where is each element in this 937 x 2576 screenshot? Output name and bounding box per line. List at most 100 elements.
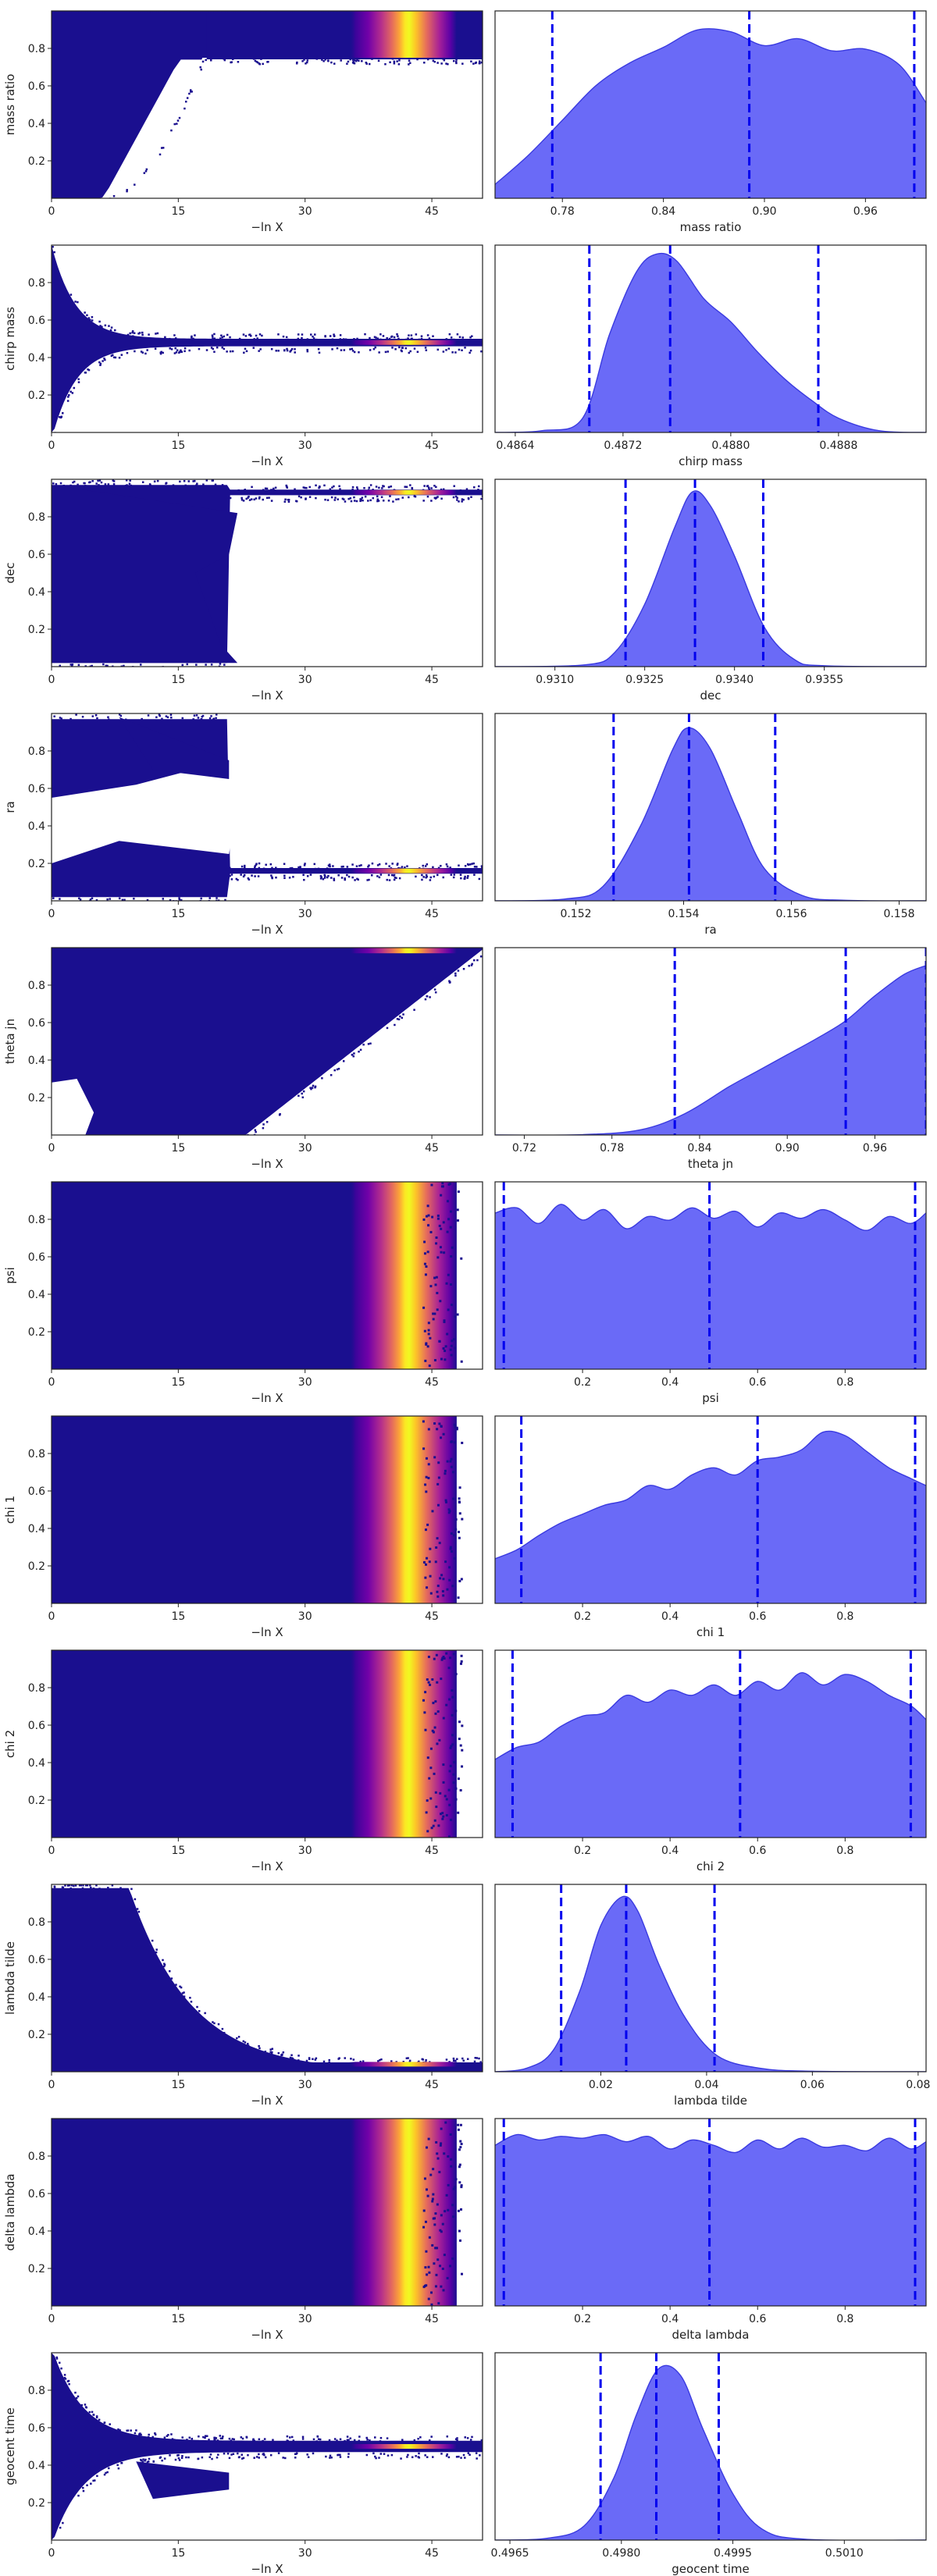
trace-ytick-label: 0.2	[28, 2497, 45, 2510]
trace-panel-ra: 0 15 30 45 0.2 0.4 0.6 0.8 −ln X ra	[3, 713, 483, 937]
trace-ytick-label: 0.2	[28, 858, 45, 870]
marginal-xtick-label: 0.6	[749, 2313, 766, 2325]
marginal-axes-frame	[494, 2352, 927, 2541]
trace-xlabel: −ln X	[251, 2562, 283, 2576]
trace-xtick-label: 45	[425, 2313, 439, 2325]
trace-xtick-label: 30	[298, 908, 312, 920]
marginal-xtick-label: 0.158	[883, 908, 914, 920]
trace-ytick-label: 0.6	[28, 549, 45, 561]
trace-axes-frame	[51, 2352, 483, 2541]
trace-ytick-label: 0.8	[28, 745, 45, 758]
trace-xlabel: −ln X	[251, 688, 283, 703]
marginal-panel-ra: 0.152 0.154 0.156 0.158 ra	[494, 713, 927, 937]
marginal-xtick-label: 0.78	[600, 1142, 624, 1155]
trace-ytick-label: 0.8	[28, 1916, 45, 1929]
trace-ytick-label: 0.2	[28, 1326, 45, 1339]
trace-ylabel: psi	[3, 1267, 17, 1284]
posterior-density-area	[495, 965, 926, 1135]
marginal-xtick-label: 0.2	[574, 2313, 591, 2325]
trace-ylabel: ra	[3, 801, 17, 813]
trace-points-geocent-time	[52, 2353, 483, 2540]
trace-axes-frame	[51, 1415, 483, 1604]
trace-ytick-label: 0.2	[28, 1560, 45, 1573]
marginal-xtick-label: 0.96	[853, 205, 878, 218]
marginal-xlabel: chi 1	[697, 1625, 725, 1639]
marginal-xtick-label: 0.72	[512, 1142, 536, 1155]
trace-density-band	[348, 2444, 457, 2449]
marginal-xtick-label: 0.02	[589, 2079, 613, 2091]
trace-ytick-label: 0.4	[28, 352, 45, 365]
trace-xtick-label: 45	[425, 908, 439, 920]
posterior-density-area	[495, 2134, 926, 2306]
trace-xtick-label: 15	[171, 2079, 185, 2091]
trace-xlabel: −ln X	[251, 1625, 283, 1639]
marginal-xtick-label: 0.4888	[819, 439, 857, 452]
trace-axes-frame	[51, 479, 483, 667]
marginal-xtick-label: 0.8	[836, 2313, 853, 2325]
marginal-axes-frame	[494, 1649, 927, 1838]
trace-xtick-label: 15	[171, 1142, 185, 1155]
trace-ylabel: chi 2	[3, 1730, 17, 1758]
marginal-xtick-label: 0.4872	[604, 439, 642, 452]
marginal-axes-frame	[494, 10, 927, 199]
marginal-xtick-label: 0.4995	[714, 2547, 752, 2560]
trace-panel-theta-jn: 0 15 30 45 0.2 0.4 0.6 0.8 −ln X theta jn	[3, 947, 483, 1171]
trace-points-mass-ratio	[52, 11, 483, 198]
posterior-density-area	[495, 1672, 926, 1838]
trace-ytick-label: 0.2	[28, 624, 45, 636]
trace-xtick-label: 30	[298, 2313, 312, 2325]
trace-ytick-label: 0.2	[28, 155, 45, 168]
trace-ytick-label: 0.6	[28, 1485, 45, 1498]
posterior-density-line	[495, 1430, 926, 1560]
trace-ytick-label: 0.2	[28, 2263, 45, 2275]
trace-points-psi	[52, 1182, 463, 1369]
trace-xlabel: −ln X	[251, 2094, 283, 2108]
trace-panel-delta-lambda: 0 15 30 45 0.2 0.4 0.6 0.8 −ln X delta lambda	[3, 2118, 483, 2342]
marginal-xtick-label: 0.9310	[536, 674, 574, 686]
trace-axes-frame	[51, 1181, 483, 1370]
marginal-xtick-label: 0.4965	[491, 2547, 529, 2560]
marginal-xtick-label: 0.06	[800, 2079, 825, 2091]
marginal-panel-lambda-tilde: 0.02 0.04 0.06 0.08 lambda tilde	[494, 1884, 930, 2108]
trace-density-band	[348, 489, 457, 495]
trace-xtick-label: 0	[48, 439, 55, 452]
marginal-axes-frame	[494, 947, 927, 1136]
trace-xtick-label: 15	[171, 908, 185, 920]
posterior-density-area	[495, 2365, 926, 2540]
trace-density-band	[348, 11, 457, 58]
trace-cloud	[52, 1888, 483, 2072]
marginal-axes-frame	[494, 1415, 927, 1604]
marginal-axes-frame	[494, 1181, 927, 1370]
marginal-xtick-label: 0.6	[749, 1845, 766, 1857]
trace-panel-geocent-time: 0 15 30 45 0.2 0.4 0.6 0.8 −ln X geocent time	[3, 2352, 483, 2576]
trace-xtick-label: 0	[48, 674, 55, 686]
trace-ytick-label: 0.6	[28, 315, 45, 327]
marginal-axes-frame	[494, 1884, 927, 2073]
trace-ytick-label: 0.8	[28, 2385, 45, 2397]
marginal-axes-frame	[494, 713, 927, 902]
trace-points-chi-2	[52, 1650, 464, 1838]
marginal-panel-geocent-time: 0.4965 0.4980 0.4995 0.5010 geocent time	[491, 2352, 927, 2576]
posterior-density-area	[495, 728, 926, 901]
trace-xtick-label: 30	[298, 674, 312, 686]
trace-ytick-label: 0.4	[28, 118, 45, 130]
trace-xtick-label: 0	[48, 1610, 55, 1623]
marginal-xlabel: delta lambda	[672, 2328, 750, 2342]
trace-xtick-label: 45	[425, 1376, 439, 1389]
trace-xtick-label: 30	[298, 439, 312, 452]
trace-density-band	[348, 2062, 457, 2067]
trace-ylabel: chi 1	[3, 1496, 17, 1524]
trace-xtick-label: 30	[298, 1376, 312, 1389]
posterior-density-line	[495, 1204, 926, 1231]
trace-xtick-label: 0	[48, 1142, 55, 1155]
marginal-xlabel: dec	[700, 688, 721, 703]
marginal-xtick-label: 0.90	[752, 205, 776, 218]
marginal-xtick-label: 0.2	[574, 1845, 591, 1857]
trace-cloud	[52, 948, 483, 1135]
marginal-xlabel: psi	[702, 1391, 719, 1405]
trace-ytick-label: 0.6	[28, 1954, 45, 1966]
trace-ytick-label: 0.8	[28, 2151, 45, 2163]
trace-ytick-label: 0.6	[28, 2188, 45, 2201]
trace-xtick-label: 0	[48, 205, 55, 218]
